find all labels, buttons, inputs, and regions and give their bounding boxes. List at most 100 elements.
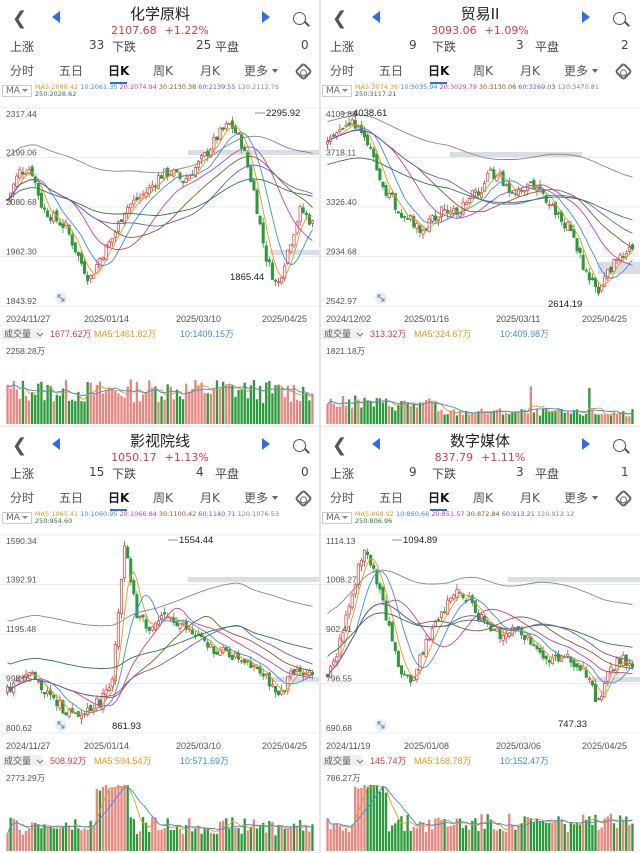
tab-2[interactable]: 日K <box>428 64 450 84</box>
candle-body <box>350 119 354 125</box>
settings-icon[interactable] <box>294 489 313 508</box>
volume-bar <box>443 818 446 851</box>
prev-arrow-icon[interactable] <box>52 11 60 23</box>
volume-bar <box>52 828 55 851</box>
more-dropdown-icon[interactable] <box>592 496 598 500</box>
candle-body <box>18 676 22 682</box>
volume-bar <box>101 393 105 424</box>
kline-chart[interactable]: 1114.13 1008.27 902.41 796.55 690.68 1094.89 7… <box>320 529 640 853</box>
volume-bar <box>535 408 539 424</box>
settings-icon[interactable] <box>614 62 633 81</box>
tab-3[interactable]: 周K <box>153 64 173 78</box>
more-dropdown-icon[interactable] <box>592 69 598 73</box>
ma-selector[interactable]: MA <box>322 85 352 97</box>
volume-bar <box>585 819 588 851</box>
next-arrow-icon[interactable] <box>582 11 590 23</box>
tab-3[interactable]: 周K <box>473 64 493 78</box>
back-icon[interactable]: ❮ <box>12 8 28 29</box>
tab-0[interactable]: 分时 <box>330 64 355 78</box>
volume-bar <box>443 414 446 424</box>
price-line: 2107.68 +1.22% <box>80 24 240 37</box>
tab-3[interactable]: 周K <box>473 491 493 505</box>
volume-bar <box>372 785 375 851</box>
sector-title: 贸易II <box>460 5 500 23</box>
next-arrow-icon[interactable] <box>262 11 270 23</box>
tab-1[interactable]: 五日 <box>379 491 404 505</box>
tab-2[interactable]: 日K <box>428 491 450 511</box>
search-icon[interactable] <box>613 12 626 25</box>
period-tabs: 分时 五日 日K 周K 月K 更多 <box>0 485 320 511</box>
back-icon[interactable]: ❮ <box>332 8 348 29</box>
tab-5[interactable]: 更多 <box>244 491 269 505</box>
settings-icon[interactable] <box>614 489 633 508</box>
back-icon[interactable]: ❮ <box>12 435 28 456</box>
tab-1[interactable]: 五日 <box>379 64 404 78</box>
volume-bar <box>92 825 95 851</box>
volume-bar <box>92 394 95 424</box>
back-icon[interactable]: ❮ <box>332 435 348 456</box>
tab-1[interactable]: 五日 <box>59 64 84 78</box>
next-arrow-icon[interactable] <box>262 438 270 450</box>
tab-4[interactable]: 月K <box>520 491 540 505</box>
prev-arrow-icon[interactable] <box>372 11 380 23</box>
candle-body <box>553 202 557 216</box>
next-arrow-icon[interactable] <box>582 438 590 450</box>
tab-1[interactable]: 五日 <box>59 491 84 505</box>
ma-selector[interactable]: MA <box>2 85 32 97</box>
volume-bar <box>381 402 385 424</box>
search-icon[interactable] <box>293 439 306 452</box>
y-tick-label: 690.68 <box>326 723 352 733</box>
volume-bar <box>631 409 634 424</box>
candle-body <box>175 620 179 627</box>
volume-bar <box>563 823 566 851</box>
candle-body <box>489 168 493 171</box>
volume-bar <box>71 829 74 851</box>
candle-body <box>150 626 154 631</box>
candle-body <box>240 660 244 663</box>
min-price-label: 2614.19 <box>548 299 582 310</box>
volume-bar <box>582 415 585 424</box>
candle-body <box>384 600 388 621</box>
volume-bar <box>591 824 594 851</box>
settings-icon[interactable] <box>294 62 313 81</box>
tab-5[interactable]: 更多 <box>564 64 589 78</box>
prev-arrow-icon[interactable] <box>52 438 60 450</box>
volume-bar <box>335 406 338 424</box>
ma20-value: 20:851.57 <box>431 510 465 518</box>
volume-bar <box>120 786 123 851</box>
ma-selector[interactable]: MA <box>2 512 32 524</box>
tab-4[interactable]: 月K <box>520 64 540 78</box>
tab-5[interactable]: 更多 <box>564 491 589 505</box>
more-dropdown-icon[interactable] <box>272 69 278 73</box>
candle-body <box>338 129 342 132</box>
volume-bar <box>246 830 249 851</box>
volume-max-label: 786.27万 <box>326 773 361 783</box>
tab-5[interactable]: 更多 <box>244 64 269 78</box>
search-icon[interactable] <box>293 12 306 25</box>
volume-bar <box>535 818 539 851</box>
tab-4[interactable]: 月K <box>200 64 220 78</box>
candle-body <box>18 169 22 179</box>
tab-3[interactable]: 周K <box>153 491 173 505</box>
volume-bar <box>114 788 117 851</box>
tab-2[interactable]: 日K <box>108 64 130 84</box>
tab-0[interactable]: 分时 <box>10 64 35 78</box>
tab-0[interactable]: 分时 <box>330 491 355 505</box>
fall-label: 下跌 <box>112 467 137 481</box>
ma-selector[interactable]: MA <box>322 512 352 524</box>
tab-4[interactable]: 月K <box>200 491 220 505</box>
kline-chart[interactable]: 1590.34 1392.91 1195.48 998.05 800.62 1554.44… <box>0 529 320 853</box>
volume-bar <box>277 824 280 851</box>
volume-bar <box>295 399 299 424</box>
ma120-value: 120:913.12 <box>536 510 575 518</box>
search-icon[interactable] <box>613 439 626 452</box>
kline-chart[interactable]: 2317.44 2199.06 2080.68 1962.30 1843.92 2295.… <box>0 102 320 426</box>
tab-2[interactable]: 日K <box>108 491 130 511</box>
kline-chart[interactable]: 4109.88 3718.11 3326.40 2934.68 2542.97 4038.… <box>320 102 640 426</box>
prev-arrow-icon[interactable] <box>372 438 380 450</box>
ma-line-120 <box>327 114 633 178</box>
more-dropdown-icon[interactable] <box>272 496 278 500</box>
candle-body <box>492 628 496 631</box>
candle-body <box>304 673 308 676</box>
tab-0[interactable]: 分时 <box>10 491 35 505</box>
